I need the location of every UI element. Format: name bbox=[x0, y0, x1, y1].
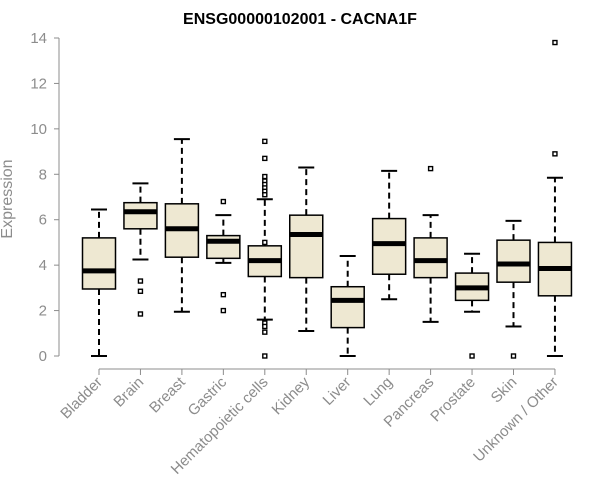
outlier-point bbox=[262, 155, 268, 162]
outlier-point bbox=[510, 353, 517, 359]
y-tick-label: 12 bbox=[30, 75, 47, 92]
iqr-box bbox=[330, 285, 365, 329]
x-tick-label: Kidney bbox=[269, 373, 314, 418]
box-breast bbox=[164, 138, 200, 313]
box-liver bbox=[330, 255, 365, 357]
outlier-point bbox=[262, 329, 268, 335]
box-skin bbox=[496, 219, 531, 359]
outlier-point bbox=[137, 278, 144, 284]
box-pancreas bbox=[413, 165, 448, 323]
x-tick-label: Brain bbox=[110, 374, 147, 411]
y-tick-label: 6 bbox=[39, 212, 47, 229]
y-tick-label: 2 bbox=[39, 303, 47, 320]
outlier-point bbox=[262, 192, 268, 198]
iqr-box bbox=[413, 237, 448, 279]
y-tick-label: 4 bbox=[39, 257, 47, 274]
box-lung bbox=[371, 169, 407, 301]
outlier-point bbox=[220, 291, 227, 298]
y-tick-label: 14 bbox=[30, 30, 47, 47]
iqr-box bbox=[371, 217, 407, 275]
iqr-box bbox=[123, 201, 158, 230]
box-kidney bbox=[289, 166, 324, 333]
outlier-point bbox=[262, 239, 268, 246]
y-tick-label: 0 bbox=[39, 348, 47, 365]
box-gastric bbox=[206, 198, 241, 314]
x-tick-label: Bladder bbox=[57, 374, 106, 423]
chart-title: ENSG00000102001 - CACNA1F bbox=[183, 11, 417, 28]
box-bladder bbox=[81, 208, 117, 357]
x-tick-label: Breast bbox=[146, 373, 189, 416]
box-hematopoietic-cells bbox=[247, 138, 283, 359]
outlier-point bbox=[137, 288, 144, 294]
box-prostate bbox=[454, 252, 490, 359]
outlier-point bbox=[220, 198, 227, 205]
x-tick-label: Prostate bbox=[427, 374, 479, 426]
iqr-box bbox=[496, 239, 531, 283]
box-brain bbox=[123, 182, 158, 317]
outlier-point bbox=[262, 323, 268, 330]
y-axis: 0 2 4 6 8 10 12 14 bbox=[30, 30, 60, 365]
x-tick-label: Liver bbox=[320, 374, 355, 409]
outlier-point bbox=[552, 151, 558, 157]
outlier-point bbox=[469, 353, 475, 359]
outlier-point bbox=[262, 353, 268, 359]
x-tick-label: Lung bbox=[360, 374, 396, 410]
outlier-point bbox=[220, 307, 227, 314]
iqr-box bbox=[81, 237, 117, 290]
outlier-point bbox=[137, 311, 144, 317]
x-tick-label: Skin bbox=[488, 374, 521, 407]
iqr-box bbox=[289, 214, 324, 279]
outlier-point bbox=[552, 39, 558, 46]
outlier-point bbox=[262, 173, 268, 180]
outlier-point bbox=[427, 165, 434, 172]
y-tick-label: 8 bbox=[39, 166, 47, 183]
plot-area bbox=[81, 39, 573, 359]
box-unknown-other bbox=[537, 39, 573, 357]
y-axis-label: Expression bbox=[0, 159, 16, 238]
y-tick-label: 10 bbox=[30, 121, 47, 138]
outlier-point bbox=[262, 138, 268, 145]
